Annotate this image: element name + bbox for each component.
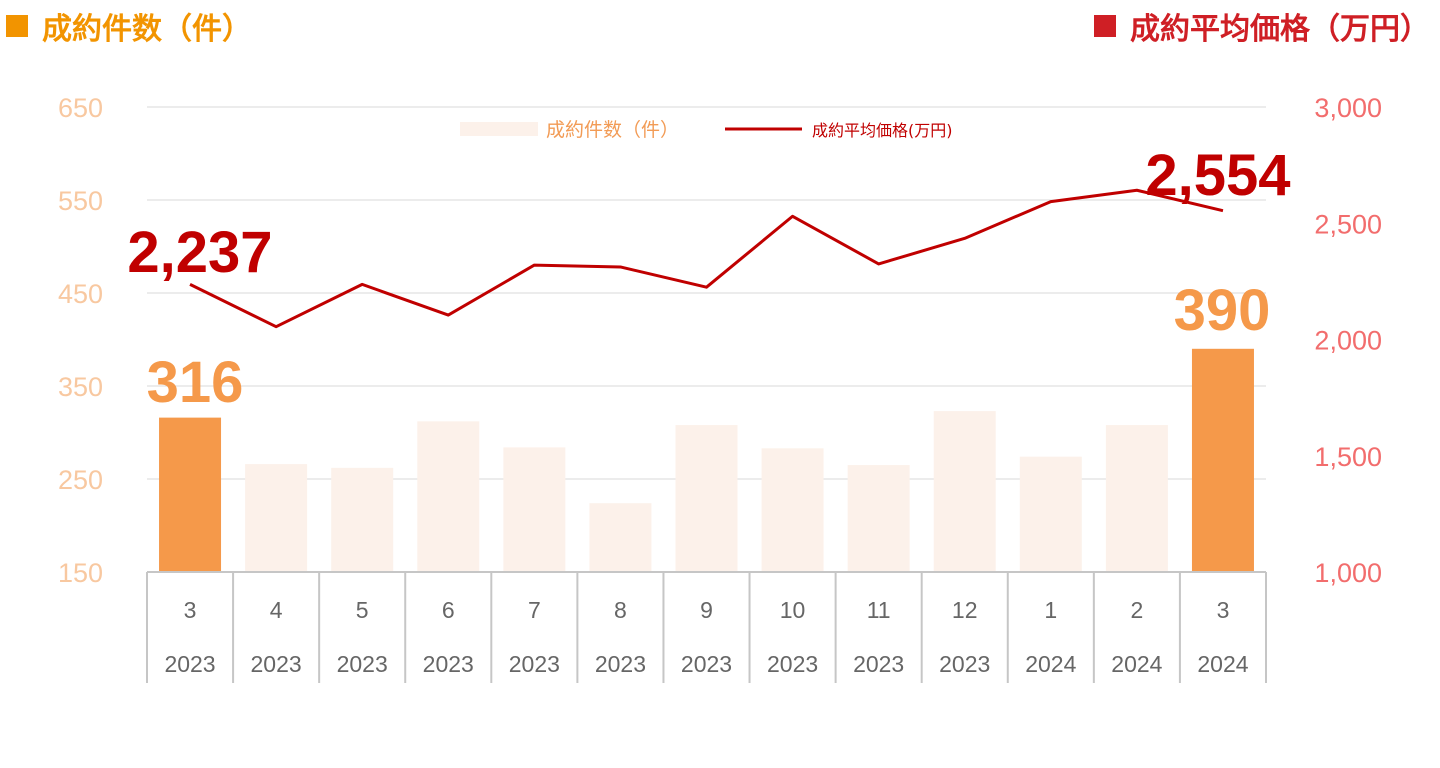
x-tick-year-2: 2023	[337, 651, 388, 677]
bar-6	[675, 425, 738, 572]
x-tick-year-3: 2023	[423, 651, 474, 677]
bar-series	[159, 348, 1254, 572]
callout-bar-first: 316	[147, 350, 244, 415]
bar-3	[417, 421, 480, 572]
left-tick-label: 250	[58, 465, 103, 495]
x-tick-month-6: 9	[700, 597, 713, 623]
right-axis-ticks: 1,000 1,500 2,000 2,500 3,000	[1314, 93, 1382, 588]
bar-2	[331, 467, 394, 572]
legend-line-label: 成約平均価格(万円)	[812, 121, 953, 140]
left-axis-ticks: 150 250 350 450 550 650	[58, 93, 103, 588]
x-axis: 3 2023 4 2023 5 2023 6 2023 7 2023 8 2023 9 2023 10 202…	[146, 571, 1267, 683]
right-title-square-icon	[1094, 15, 1116, 37]
right-title-text: 成約平均価格（万円）	[1130, 12, 1430, 47]
callout-line-first: 2,237	[127, 220, 272, 285]
x-tick-year-10: 2024	[1025, 651, 1076, 677]
left-tick-label: 350	[58, 372, 103, 402]
x-tick-year-9: 2023	[939, 651, 990, 677]
right-tick-label: 2,000	[1314, 326, 1382, 356]
x-tick-month-1: 4	[270, 597, 283, 623]
x-tick-month-8: 11	[867, 597, 891, 623]
x-tick-month-10: 1	[1044, 597, 1057, 623]
bar-7	[761, 448, 824, 572]
right-axis-title: 成約平均価格（万円）	[1094, 4, 1430, 48]
legend: 成約件数（件） 成約平均価格(万円)	[460, 119, 953, 141]
x-tick-year-8: 2023	[853, 651, 904, 677]
x-tick-month-4: 7	[528, 597, 541, 623]
left-tick-label: 450	[58, 279, 103, 309]
callout-bar-last: 390	[1174, 278, 1271, 343]
legend-bar-swatch	[460, 122, 538, 136]
x-tick-year-12: 2024	[1197, 651, 1248, 677]
x-tick-month-9: 12	[952, 597, 978, 623]
left-tick-label: 150	[58, 558, 103, 588]
data-callouts: 316 390 2,237 2,554	[127, 143, 1290, 415]
x-tick-month-5: 8	[614, 597, 627, 623]
right-tick-label: 1,000	[1314, 558, 1382, 588]
bar-0	[159, 417, 222, 572]
bar-4	[503, 447, 566, 572]
x-tick-year-6: 2023	[681, 651, 732, 677]
price-line	[189, 188, 1224, 329]
x-tick-month-0: 3	[184, 597, 197, 623]
bar-10	[1019, 456, 1082, 572]
right-tick-label: 2,500	[1314, 209, 1382, 239]
bar-12	[1191, 348, 1254, 572]
legend-bar-label: 成約件数（件）	[546, 119, 679, 141]
x-tick-year-5: 2023	[595, 651, 646, 677]
bar-8	[847, 465, 910, 572]
x-tick-month-11: 2	[1130, 597, 1143, 623]
x-tick-year-0: 2023	[164, 651, 215, 677]
x-tick-year-1: 2023	[251, 651, 302, 677]
right-tick-label: 1,500	[1314, 442, 1382, 472]
left-tick-label: 650	[58, 93, 103, 123]
right-tick-label: 3,000	[1314, 93, 1382, 123]
x-tick-year-11: 2024	[1111, 651, 1162, 677]
x-tick-year-7: 2023	[767, 651, 818, 677]
line-series	[189, 188, 1224, 329]
x-tick-month-3: 6	[442, 597, 455, 623]
x-tick-month-7: 10	[780, 597, 806, 623]
callout-line-last: 2,554	[1145, 143, 1290, 208]
bar-11	[1105, 425, 1168, 572]
x-tick-month-12: 3	[1217, 597, 1230, 623]
left-tick-label: 550	[58, 186, 103, 216]
bar-9	[933, 411, 996, 572]
x-tick-year-4: 2023	[509, 651, 560, 677]
left-axis-title: 成約件数（件）	[6, 4, 252, 48]
bar-5	[589, 503, 652, 572]
bar-1	[245, 464, 308, 572]
gridlines	[147, 106, 1266, 480]
left-title-text: 成約件数（件）	[42, 12, 252, 47]
x-tick-month-2: 5	[356, 597, 369, 623]
left-title-square-icon	[6, 15, 28, 37]
